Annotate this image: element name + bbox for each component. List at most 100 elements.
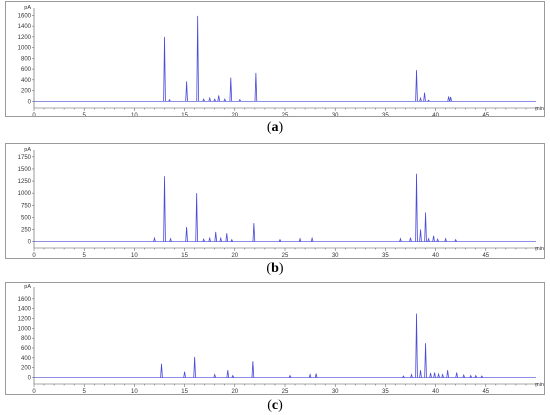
peak	[231, 374, 235, 378]
peak	[185, 227, 188, 242]
y-tick-label: 250	[21, 227, 32, 233]
x-tick-label: 15	[181, 389, 188, 394]
peak	[238, 98, 242, 102]
x-tick-label: 10	[131, 389, 138, 394]
y-axis-unit: pA	[24, 147, 31, 153]
peak	[462, 373, 465, 378]
chromatogram-panel-a: pA min 0 200 400 600 800 1000 1200 1400 1600 0 5 10 15…	[5, 1, 545, 117]
peak	[436, 238, 439, 242]
y-tick-label: 1000	[18, 191, 32, 197]
peak	[229, 77, 233, 102]
x-tick-label: 15	[181, 253, 188, 258]
peak	[163, 176, 166, 242]
peak	[441, 373, 444, 378]
chromatogram-panel-c: pA min 0 200 400 600 800 1000 1200 1400 1600 0 5 10 15…	[5, 282, 545, 395]
peak	[225, 233, 229, 242]
x-tick-label: 30	[332, 113, 339, 116]
peak	[226, 370, 230, 378]
y-tick-label: 1200	[18, 35, 32, 41]
peak	[278, 238, 282, 242]
y-tick-label: 500	[21, 215, 32, 221]
y-tick-label: 0	[28, 376, 32, 382]
peak	[202, 238, 205, 242]
y-axis-unit: pA	[24, 5, 31, 11]
chromatogram-a: pA min 0 200 400 600 800 1000 1200 1400 1600 0 5 10 15…	[18, 5, 544, 116]
peak	[310, 236, 314, 242]
x-tick-label: 40	[432, 113, 439, 116]
peak	[447, 96, 450, 102]
peak	[169, 237, 172, 242]
y-tick-label: 1500	[18, 167, 32, 173]
y-tick-label: 400	[21, 356, 32, 362]
x-tick-label: 0	[32, 389, 36, 394]
y-tick-label: 800	[21, 56, 32, 62]
peak	[217, 95, 221, 102]
peak	[185, 81, 188, 102]
y-tick-label: 0	[28, 99, 32, 105]
peak	[415, 70, 418, 102]
peak	[454, 238, 457, 242]
peak	[230, 238, 234, 242]
peak	[427, 237, 430, 242]
peak	[183, 371, 186, 378]
peak	[160, 363, 163, 378]
y-tick-label: 1600	[18, 13, 32, 19]
peak	[429, 373, 432, 378]
caption-b: (b)	[266, 261, 284, 276]
y-tick-label: 1750	[18, 155, 32, 161]
y-tick-label: 600	[21, 346, 32, 352]
peak	[433, 372, 436, 378]
peak	[214, 231, 218, 242]
y-tick-label: 1200	[18, 317, 32, 323]
peak	[251, 361, 255, 378]
peak	[314, 373, 318, 378]
peak	[419, 96, 422, 102]
x-tick-label: 20	[231, 253, 238, 258]
x-tick-label: 25	[282, 253, 289, 258]
peak	[446, 370, 449, 378]
x-tick-label: 35	[382, 253, 389, 258]
peak	[402, 375, 405, 378]
y-tick-label: 800	[21, 336, 32, 342]
x-axis-unit: min	[535, 246, 544, 252]
caption-c: (c)	[267, 398, 283, 413]
x-tick-label: 0	[32, 113, 36, 116]
chromatogram-panel-b: pA min 0 250 500 750 1000 1250 1500 1750 0 5 10 15 20 2…	[5, 143, 545, 259]
peak	[424, 212, 427, 242]
peak	[196, 15, 199, 102]
peak	[449, 96, 452, 102]
peak	[252, 223, 256, 242]
x-tick-label: 15	[181, 113, 188, 116]
peak	[419, 229, 422, 242]
peak	[415, 173, 418, 242]
peak	[423, 92, 426, 102]
x-tick-label: 5	[83, 113, 87, 116]
peak	[399, 237, 402, 242]
peak	[480, 375, 484, 378]
peak	[437, 372, 440, 378]
y-tick-label: 1600	[18, 297, 32, 303]
peak	[427, 99, 430, 102]
peak	[308, 373, 312, 378]
peak	[223, 98, 227, 102]
chromatogram-c: pA min 0 200 400 600 800 1000 1200 1400 1600 0 5 10 15…	[18, 284, 544, 394]
x-tick-label: 20	[231, 113, 238, 116]
peak	[288, 374, 292, 378]
y-tick-label: 400	[21, 78, 32, 84]
peak	[213, 373, 217, 378]
peak	[469, 374, 473, 378]
x-tick-label: 5	[83, 389, 87, 394]
x-tick-label: 45	[482, 389, 489, 394]
y-tick-label: 0	[28, 240, 32, 246]
y-axis-unit: pA	[24, 284, 31, 290]
chromatogram-b: pA min 0 250 500 750 1000 1250 1500 1750 0 5 10 15 20 2…	[18, 147, 544, 258]
peak	[424, 343, 427, 378]
y-tick-label: 1400	[18, 307, 32, 313]
x-tick-label: 10	[131, 253, 138, 258]
x-axis-unit: min	[535, 106, 544, 112]
x-tick-label: 25	[282, 389, 289, 394]
y-tick-label: 1400	[18, 24, 32, 30]
y-tick-label: 750	[21, 203, 32, 209]
peak	[409, 237, 412, 242]
peak	[298, 237, 302, 242]
